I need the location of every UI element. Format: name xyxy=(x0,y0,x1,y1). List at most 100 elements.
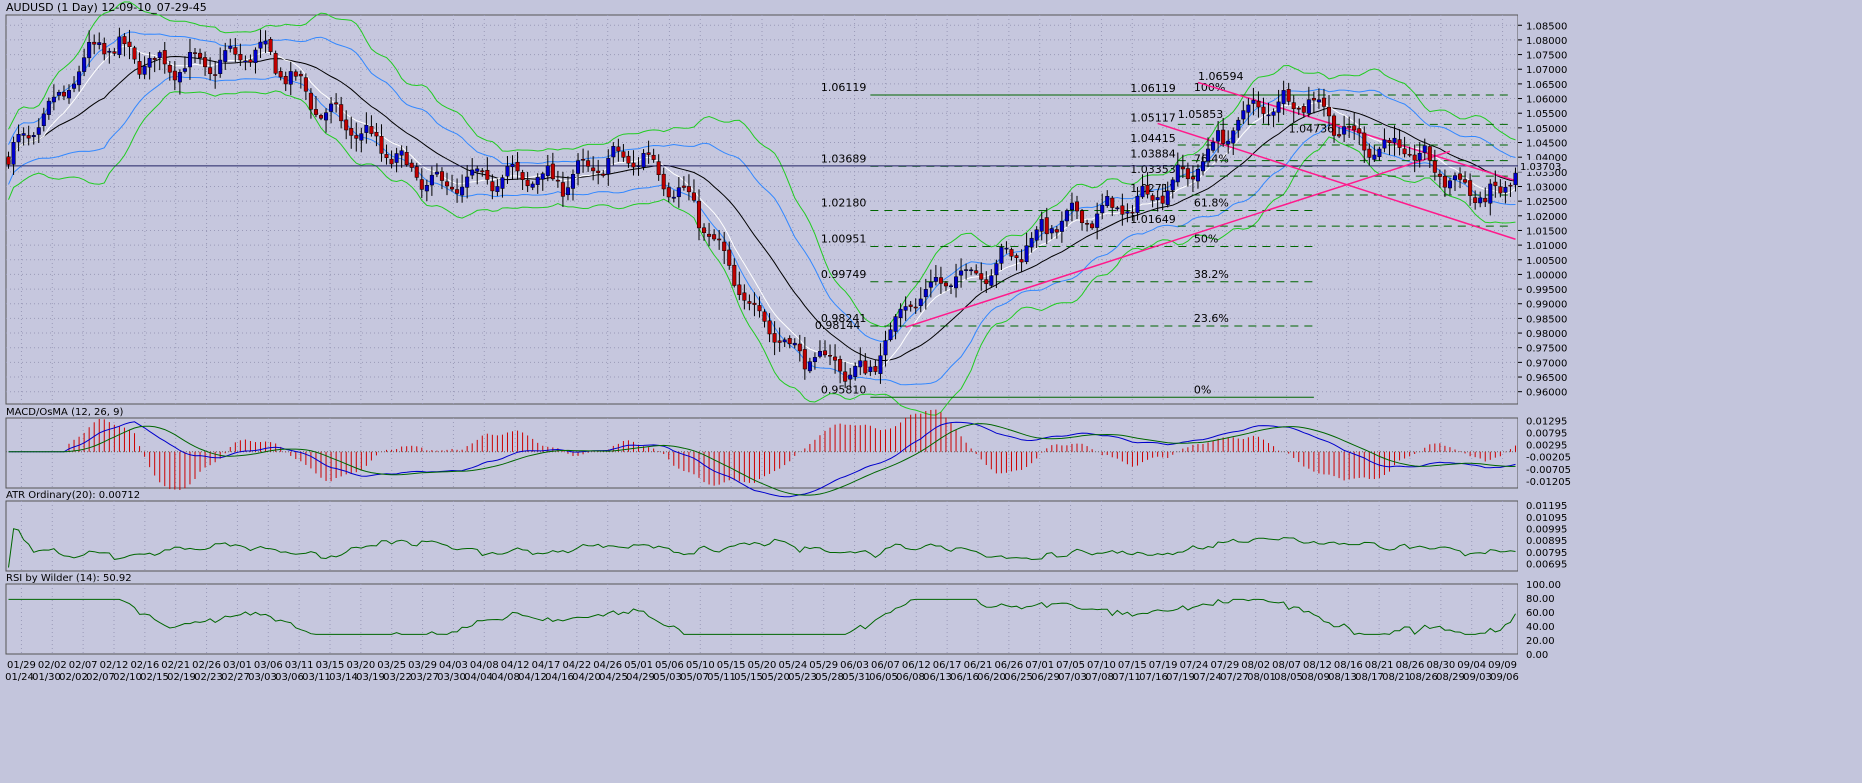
candle-body xyxy=(379,136,384,154)
date-label-top: 03/06 xyxy=(254,660,283,671)
date-label-top: 03/20 xyxy=(346,660,375,671)
fibonacci-percent-label: 0% xyxy=(1194,383,1211,396)
date-label-bottom: 07/19 xyxy=(1166,672,1195,683)
date-label-bottom: 09/03 xyxy=(1463,672,1492,683)
candle-body xyxy=(581,159,586,161)
candle-body xyxy=(611,146,616,158)
candle-body xyxy=(31,135,36,138)
date-label-top: 06/17 xyxy=(933,660,962,671)
price-tick-label: 1.07500 xyxy=(1526,51,1567,62)
date-label-top: 04/03 xyxy=(439,660,468,671)
candle-body xyxy=(167,64,172,73)
candle-body xyxy=(51,96,56,103)
date-label-bottom: 05/20 xyxy=(761,672,790,683)
candle-body xyxy=(1069,202,1074,211)
price-tick-label: 1.00000 xyxy=(1526,270,1567,281)
candle-body xyxy=(36,127,41,135)
date-label-bottom: 07/03 xyxy=(1058,672,1087,683)
candle-body xyxy=(646,152,651,155)
date-label-bottom: 01/24 xyxy=(5,672,34,683)
candle-body xyxy=(898,308,903,319)
candle-body xyxy=(1427,146,1432,161)
price-tick-label: 1.02000 xyxy=(1526,212,1567,223)
price-tick-label: 0.99500 xyxy=(1526,285,1567,296)
price-tick-label: 1.00500 xyxy=(1526,256,1567,267)
candle-body xyxy=(137,61,142,75)
candle-body xyxy=(1105,196,1110,206)
candle-body xyxy=(127,41,132,47)
candle-body xyxy=(41,113,46,126)
date-label-top: 07/10 xyxy=(1087,660,1116,671)
fibonacci-price-label: 0.95810 xyxy=(821,383,867,396)
candle-body xyxy=(1059,220,1064,232)
candle-body xyxy=(722,241,727,251)
candle-body xyxy=(913,306,918,309)
candle-body xyxy=(1407,154,1412,156)
candle-body xyxy=(450,186,455,190)
date-label-top: 01/29 xyxy=(7,660,36,671)
candle-body xyxy=(797,343,802,352)
candle-body xyxy=(878,355,883,374)
candle-body xyxy=(1508,184,1513,187)
candle-body xyxy=(1206,148,1211,162)
candle-body xyxy=(419,179,424,190)
date-label-bottom: 06/05 xyxy=(869,672,898,683)
candle-body xyxy=(66,90,72,99)
fibonacci-2-price-label: 1.01649 xyxy=(1130,213,1176,226)
date-label-bottom: 04/04 xyxy=(464,672,493,683)
candle-body xyxy=(1372,154,1377,160)
candle-body xyxy=(1337,134,1342,137)
candle-body xyxy=(1090,223,1095,229)
date-label-bottom: 04/20 xyxy=(572,672,601,683)
atr-title: ATR Ordinary(20): 0.00712 xyxy=(6,490,140,501)
date-label-top: 03/11 xyxy=(285,660,314,671)
date-label-top: 05/20 xyxy=(748,660,777,671)
candle-body xyxy=(1110,197,1115,208)
candle-body xyxy=(616,146,621,152)
fibonacci-price-label: 1.00951 xyxy=(821,233,867,246)
date-label-bottom: 07/16 xyxy=(1139,672,1168,683)
trend-line-up xyxy=(905,150,1451,328)
candle-body xyxy=(787,338,792,344)
bollinger-upper-line xyxy=(8,1,1516,328)
price-tick-label: 1.01500 xyxy=(1526,226,1567,237)
candle-body xyxy=(520,172,525,180)
candle-body xyxy=(969,269,974,272)
candle-body xyxy=(858,360,863,368)
date-label-top: 03/01 xyxy=(223,660,252,671)
candle-body xyxy=(1483,197,1488,203)
candle-body xyxy=(908,304,913,307)
candle-body xyxy=(1216,130,1221,142)
candle-body xyxy=(686,186,691,193)
candle-body xyxy=(1095,213,1100,228)
candle-body xyxy=(838,359,843,372)
candle-body xyxy=(364,124,369,133)
candle-body xyxy=(1437,173,1442,177)
date-label-bottom: 09/06 xyxy=(1490,672,1519,683)
date-label-top: 05/29 xyxy=(809,660,838,671)
date-label-bottom: 06/20 xyxy=(977,672,1006,683)
date-label-bottom: 06/25 xyxy=(1004,672,1033,683)
candle-body xyxy=(253,49,258,63)
price-tick-label: 1.05000 xyxy=(1526,124,1567,135)
date-label-top: 04/17 xyxy=(532,660,561,671)
rsi-line xyxy=(8,598,1516,635)
candle-body xyxy=(1332,115,1337,136)
atr-tick-label: 0.00695 xyxy=(1526,559,1567,570)
candle-body xyxy=(1316,99,1321,103)
date-label-top: 03/25 xyxy=(377,660,406,671)
candle-body xyxy=(631,162,636,168)
date-label-bottom: 03/11 xyxy=(302,672,331,683)
candle-body xyxy=(1458,173,1463,180)
candle-body xyxy=(329,103,334,112)
candle-body xyxy=(923,289,928,298)
date-label-top: 08/26 xyxy=(1396,660,1425,671)
candle-body xyxy=(1009,249,1014,257)
fibonacci-price-label: 0.98241 xyxy=(821,312,867,325)
date-label-bottom: 01/30 xyxy=(32,672,61,683)
candle-body xyxy=(480,170,485,173)
candle-body xyxy=(515,161,520,172)
candle-body xyxy=(102,42,107,55)
candle-body xyxy=(1140,185,1145,198)
